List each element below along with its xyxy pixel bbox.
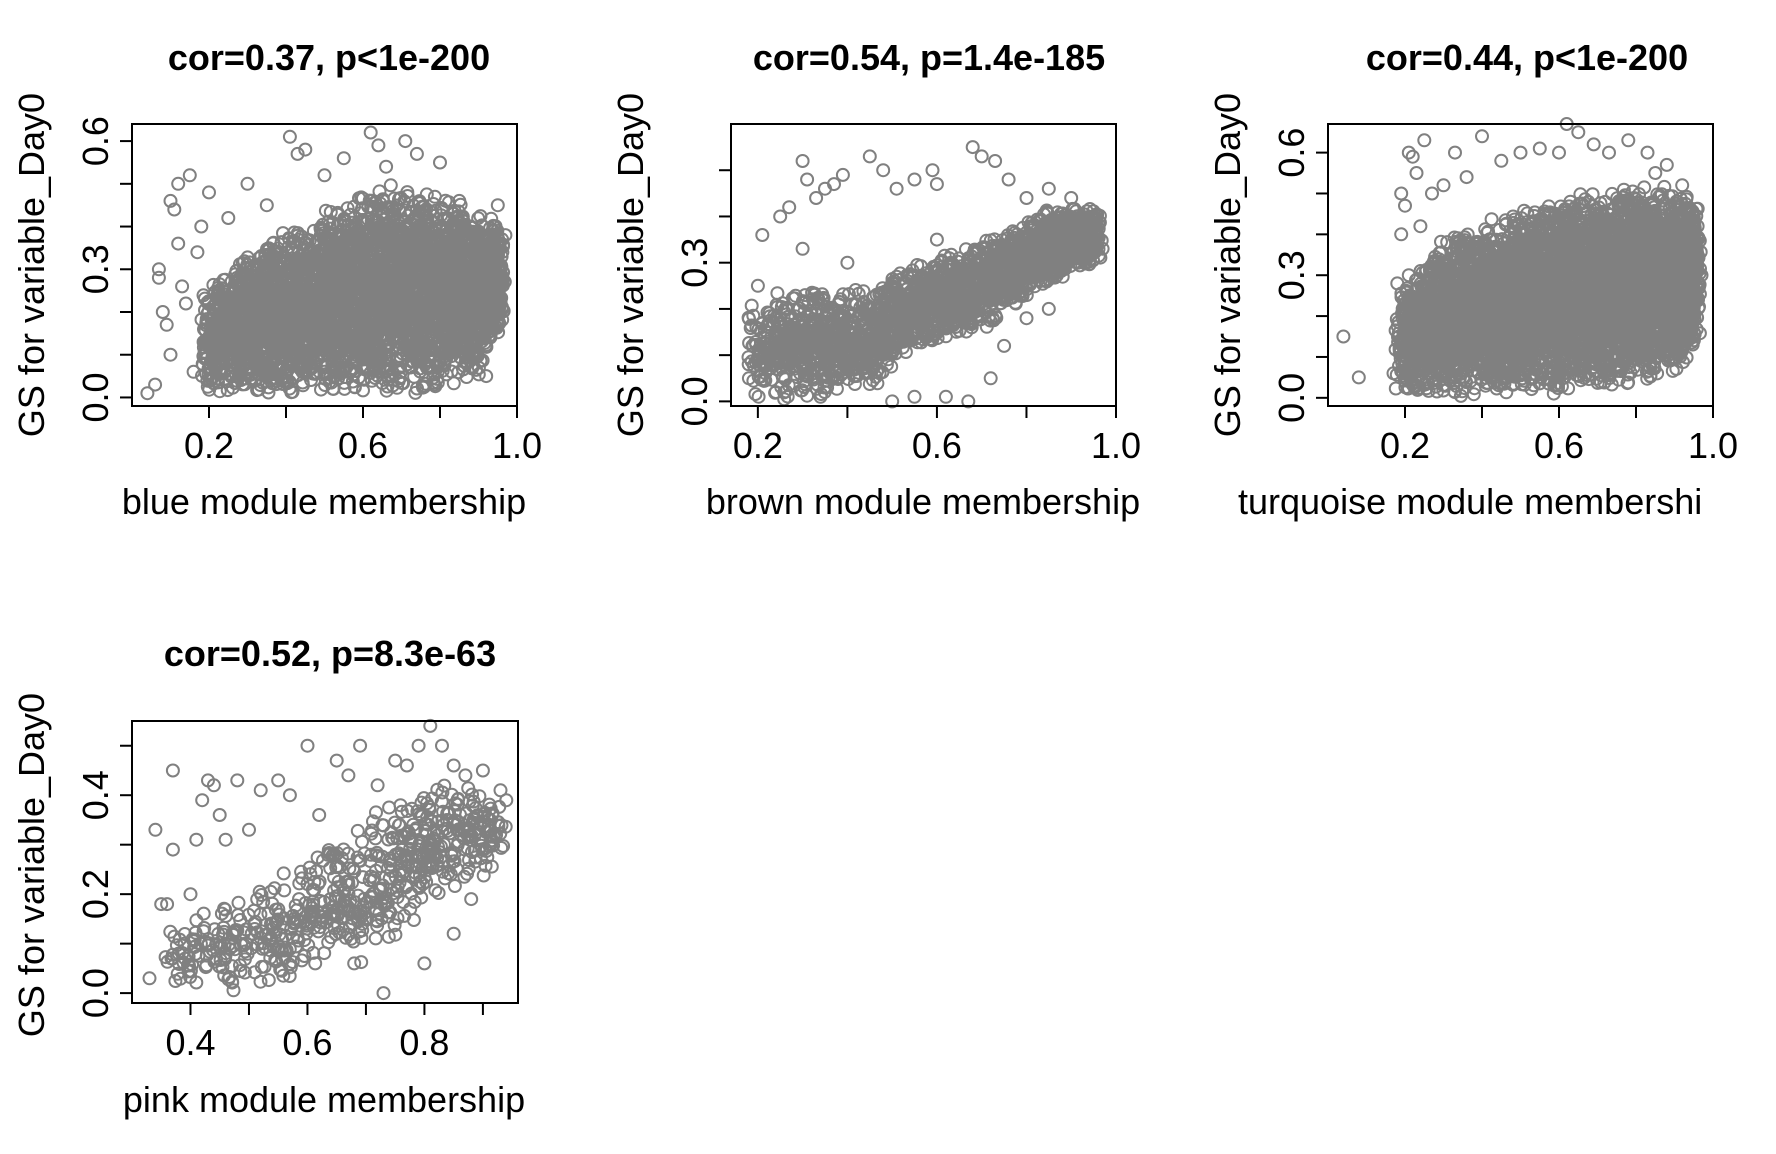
data-point [171, 176, 186, 191]
data-point [409, 146, 424, 161]
data-point [240, 176, 255, 191]
data-point [433, 155, 447, 170]
y-tick-label: 0.6 [75, 116, 116, 166]
data-point [148, 377, 163, 392]
data-point [159, 317, 174, 332]
y-axis: 0.0 0.3 0.6 [75, 116, 133, 422]
x-axis-label: blue module membership [122, 481, 526, 522]
points-layer [140, 125, 513, 401]
data-point [151, 270, 166, 285]
data-point [363, 125, 378, 140]
data-point [221, 211, 236, 225]
x-tick-label: 0.2 [184, 425, 234, 466]
data-point [202, 185, 216, 200]
data-point [479, 369, 494, 384]
data-point [155, 305, 170, 319]
data-point [490, 198, 505, 213]
data-point [398, 134, 413, 149]
data-point [182, 168, 197, 183]
y-tick-label: 0.3 [75, 244, 116, 294]
panel-title: cor=0.37, p<1e-200 [168, 37, 490, 78]
x-tick-label: 1.0 [492, 425, 542, 466]
data-point [379, 159, 394, 174]
data-point [190, 245, 205, 260]
y-tick-label: 0.0 [75, 372, 116, 422]
panel-title: cor=0.54, p=1.4e-185 [753, 37, 1105, 78]
data-point [282, 129, 297, 144]
x-axis: 0.2 0.6 1.0 [184, 405, 542, 466]
points-layer [741, 140, 1110, 409]
data-point [194, 219, 209, 234]
data-point [383, 178, 398, 193]
data-point [175, 279, 190, 294]
data-point [171, 236, 186, 251]
scatter-panel-brown: cor=0.54, p=1.4e-185 0.2 0.6 1.0 0.00.3 br… [610, 37, 1141, 522]
y-axis-label: GS for variable_Day0 [11, 93, 52, 437]
scatter-panel-blue: cor=0.37, p<1e-200 0.2 0.6 1.0 0.0 0.3 0.6 b… [11, 37, 542, 522]
data-point [336, 151, 351, 166]
data-point [371, 138, 386, 153]
data-point [259, 198, 274, 213]
x-tick-label: 0.6 [338, 425, 388, 466]
data-point [178, 296, 193, 311]
data-point [163, 347, 178, 362]
data-point [317, 168, 332, 183]
data-point [427, 189, 442, 204]
